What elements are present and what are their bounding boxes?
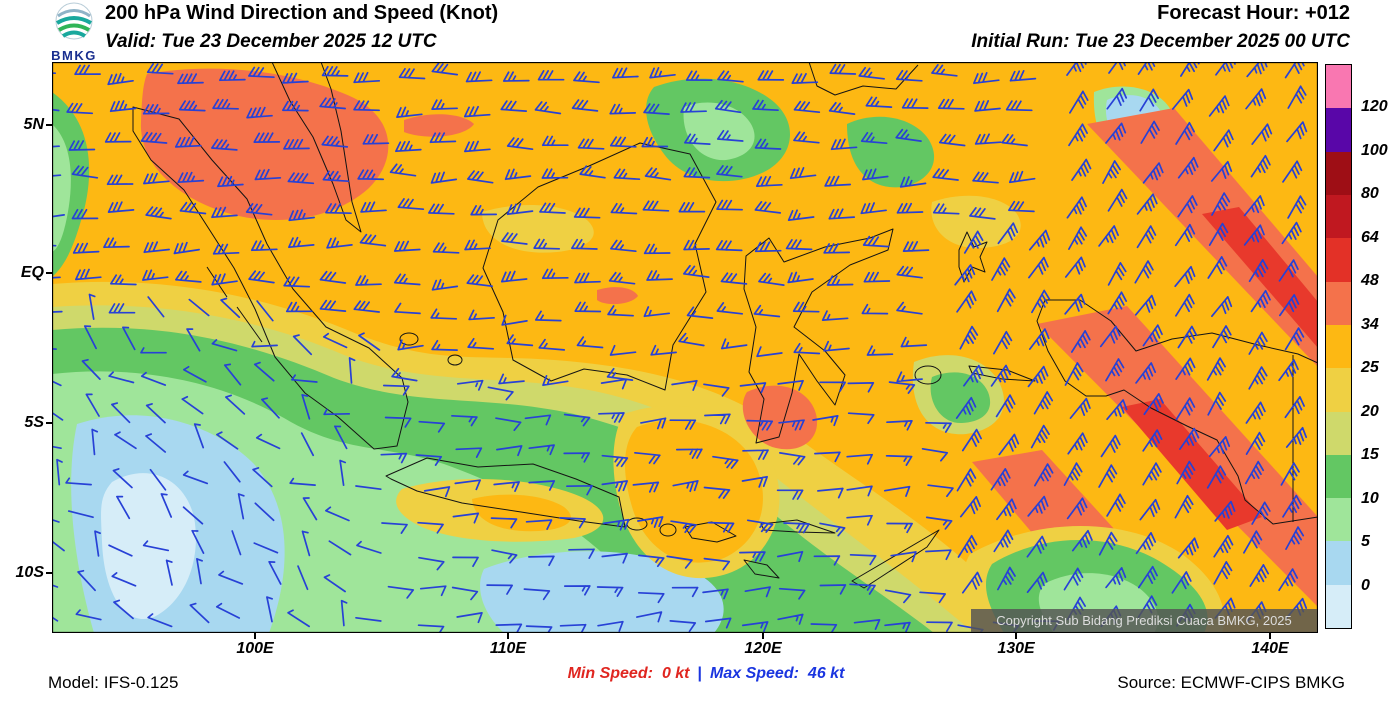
axis-tick	[46, 572, 52, 574]
lon-label-110e: 110E	[489, 640, 527, 657]
lon-label-140e: 140E	[1251, 640, 1289, 657]
max-speed-value: 46 kt	[807, 665, 845, 682]
map-title: 200 hPa Wind Direction and Speed (Knot)	[105, 2, 499, 24]
lat-label-10s: 10S	[15, 564, 44, 581]
max-speed-label: Max Speed:	[710, 665, 799, 682]
axis-tick	[254, 633, 256, 639]
model-label: Model: IFS-0.125	[48, 673, 179, 692]
speed-summary: Min Speed: 0 kt | Max Speed: 46 kt	[0, 665, 1400, 683]
colorbar-segments	[1325, 64, 1352, 629]
initial-run: Initial Run: Tue 23 December 2025 00 UTC	[971, 31, 1350, 52]
min-speed-label: Min Speed:	[567, 665, 653, 682]
axis-tick	[762, 633, 764, 639]
copyright-overlay: Copyright Sub Bidang Prediksi Cuaca BMKG…	[971, 609, 1317, 632]
bmkg-logo-text: BMKG	[51, 48, 97, 63]
min-speed-value: 0 kt	[661, 665, 690, 682]
axis-tick	[46, 124, 52, 126]
axis-tick	[1269, 633, 1271, 639]
source-label: Source: ECMWF-CIPS BMKG	[1117, 673, 1345, 692]
lat-label-eq: EQ	[20, 264, 44, 281]
forecast-hour: Forecast Hour: +012	[1157, 2, 1350, 24]
axis-tick	[1015, 633, 1017, 639]
bmkg-logo-icon	[55, 2, 93, 40]
lon-label-120e: 120E	[744, 640, 782, 657]
valid-time: Valid: Tue 23 December 2025 12 UTC	[105, 31, 437, 52]
lat-label-5s: 5S	[24, 414, 44, 431]
colorbar-labels: 120 100 80 64 48 34 25 20 15 10 5 0	[1361, 98, 1388, 594]
speed-fill-layer	[52, 62, 1318, 633]
colorbar: 120 100 80 64 48 34 25 20 15 10 5 0	[1325, 64, 1388, 629]
lon-label-130e: 130E	[997, 640, 1035, 657]
wind-map-svg	[29, 51, 1319, 639]
map-border	[51, 61, 1319, 634]
lat-label-5n: 5N	[23, 116, 44, 133]
wind-map: Copyright Sub Bidang Prediksi Cuaca BMKG…	[29, 51, 1319, 639]
axis-tick	[507, 633, 509, 639]
lon-label-100e: 100E	[236, 640, 274, 657]
axis-tick	[46, 422, 52, 424]
bmkg-logo: BMKG	[44, 1, 104, 63]
separator: |	[697, 665, 702, 682]
axis-tick	[46, 272, 52, 274]
